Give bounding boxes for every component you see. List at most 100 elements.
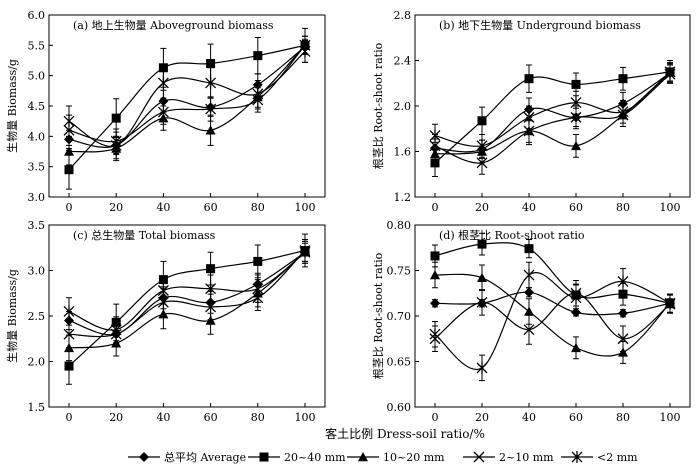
series-line	[434, 242, 671, 304]
y-tick-label: 5.5	[28, 39, 46, 52]
data-point	[111, 113, 121, 123]
y-tick-label: 0.75	[387, 265, 412, 278]
data-point	[617, 105, 629, 118]
chart-title: (a) 地上生物量 Aboveground biomass	[73, 18, 274, 32]
data-point	[617, 275, 629, 288]
data-point	[570, 291, 582, 304]
y-tick-label: 1.5	[28, 401, 46, 414]
data-point	[524, 244, 534, 254]
y-tick-label: 0.60	[387, 401, 412, 414]
series-2	[64, 233, 310, 385]
series-line	[68, 251, 306, 349]
y-tick-label: 6.0	[28, 9, 46, 22]
y-axis-label: 根茎比 Root-shoot ratio	[371, 42, 385, 169]
series-line	[434, 72, 671, 153]
x-tick-label: 100	[660, 201, 681, 214]
legend-marker	[139, 452, 149, 462]
y-tick-label: 4.5	[28, 100, 46, 113]
series-5	[63, 240, 311, 343]
data-point	[477, 272, 487, 283]
x-tick-label: 80	[251, 411, 265, 424]
chart-title: (d) 根茎比 Root-shoot ratio	[439, 228, 585, 242]
x-tick-label: 80	[251, 201, 265, 214]
x-tick-label: 0	[66, 411, 73, 424]
x-tick-label: 100	[295, 201, 316, 214]
x-tick-label: 60	[569, 411, 583, 424]
data-point	[157, 284, 169, 297]
data-point	[523, 324, 535, 336]
legend-label: 10~20 mm	[383, 451, 445, 464]
data-point	[205, 76, 217, 89]
chart-panel-3: 1.5 2.0 2.5 3.0 3.5 0 20 40 60 80 100 (c) 总生物量 Tota…	[5, 219, 326, 424]
plot-frame	[414, 224, 691, 408]
data-point	[205, 103, 217, 115]
data-point	[206, 264, 216, 274]
x-tick-label: 0	[432, 201, 439, 214]
legend-marker	[571, 451, 583, 463]
y-tick-label: 3.5	[28, 219, 46, 232]
data-point	[618, 74, 628, 84]
data-point	[477, 116, 487, 126]
series-5	[429, 261, 676, 382]
data-point	[664, 297, 676, 310]
data-point	[299, 246, 311, 259]
y-tick-label: 0.80	[387, 219, 412, 232]
legend-marker	[358, 452, 368, 462]
y-tick-label: 2.0	[28, 356, 46, 369]
x-tick-label: 80	[616, 411, 630, 424]
data-point	[253, 51, 263, 61]
data-point	[570, 111, 582, 123]
data-point	[205, 315, 216, 325]
x-tick-label: 0	[66, 201, 73, 214]
series-line	[68, 44, 306, 143]
legend-item-2: 20~40 mm	[248, 451, 346, 464]
data-point	[63, 328, 75, 340]
y-tick-label: 3.5	[28, 161, 46, 174]
series-2	[430, 60, 675, 178]
series-3	[64, 35, 310, 166]
data-point	[571, 140, 581, 151]
y-tick-label: 1.6	[394, 146, 412, 159]
y-tick-label: 2.8	[394, 9, 412, 22]
data-point	[429, 328, 441, 341]
series-line	[68, 251, 306, 336]
x-tick-label: 40	[156, 201, 170, 214]
data-point	[430, 270, 440, 280]
data-point	[618, 347, 628, 357]
x-tick-label: 60	[204, 411, 218, 424]
y-tick-label: 4.0	[28, 130, 46, 143]
series-line	[68, 250, 306, 338]
y-tick-label: 5.0	[28, 70, 46, 83]
x-tick-label: 20	[109, 201, 123, 214]
data-point	[524, 287, 534, 298]
y-tick-label: 2.5	[28, 310, 46, 323]
x-tick-label: 60	[569, 201, 583, 214]
legend-label: 总平均 Average	[164, 450, 246, 464]
data-point	[110, 323, 122, 336]
y-axis-label: 根茎比 Root-shoot ratio	[371, 252, 385, 379]
series-1	[64, 38, 310, 156]
data-point	[571, 342, 581, 353]
data-point	[157, 76, 169, 89]
plot-frame	[48, 14, 326, 198]
y-tick-label: 2.0	[394, 100, 412, 113]
data-point	[524, 306, 534, 316]
plot-frame	[48, 224, 326, 408]
data-point	[205, 125, 216, 135]
data-point	[617, 333, 629, 345]
x-tick-label: 0	[432, 411, 439, 424]
series-line	[434, 273, 671, 357]
legend: 总平均 Average 20~40 mm 10~20 mm 2~10 mm <2 mm	[128, 450, 638, 464]
legend-marker	[259, 452, 269, 462]
x-tick-label: 60	[204, 201, 218, 214]
chart-title: (c) 总生物量 Total biomass	[73, 228, 216, 242]
y-axis-label: 生物量 Biomass/g	[5, 59, 19, 153]
series-line	[434, 71, 671, 164]
x-axis-label: 客土比例 Dress-soil ratio/%	[325, 426, 485, 441]
legend-marker	[473, 451, 485, 463]
data-point	[299, 45, 311, 58]
data-point	[430, 298, 440, 309]
data-point	[205, 301, 217, 313]
data-point	[430, 251, 440, 261]
series-line	[68, 251, 306, 331]
